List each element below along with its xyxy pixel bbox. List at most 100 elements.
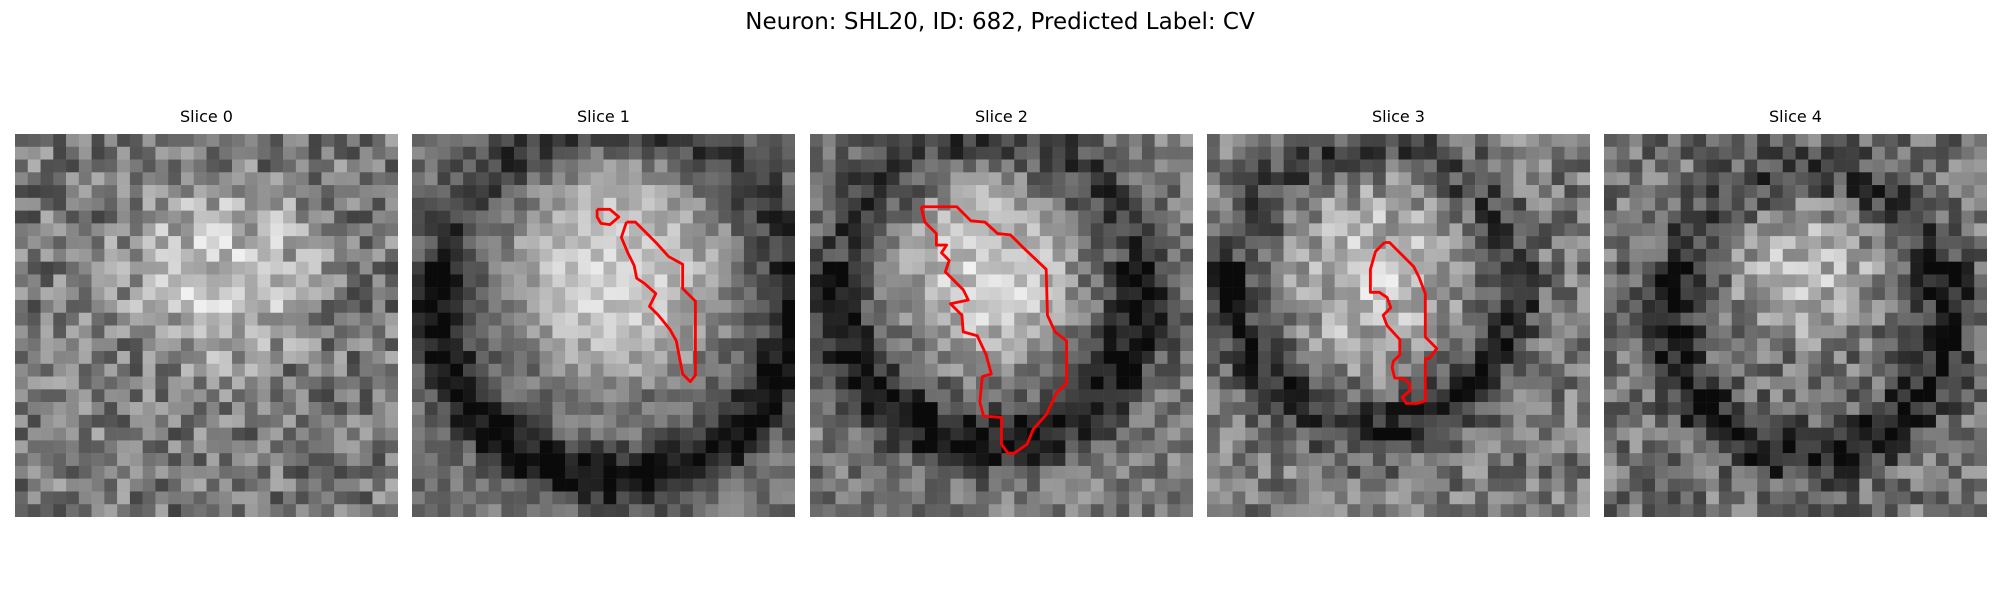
image-pixel	[1103, 465, 1117, 479]
image-pixel	[743, 274, 757, 288]
image-pixel	[1667, 402, 1681, 416]
image-pixel	[1245, 172, 1259, 186]
image-pixel	[450, 185, 464, 199]
image-pixel	[1961, 504, 1975, 517]
image-pixel	[590, 351, 604, 365]
image-pixel	[590, 197, 604, 211]
image-pixel	[206, 376, 220, 390]
image-pixel	[1923, 389, 1937, 403]
image-pixel	[488, 389, 502, 403]
image-pixel	[1027, 197, 1041, 211]
image-pixel	[1027, 504, 1041, 517]
image-pixel	[1065, 402, 1079, 416]
image-pixel	[950, 223, 964, 237]
image-pixel	[193, 376, 207, 390]
image-pixel	[1897, 159, 1911, 173]
image-pixel	[1411, 261, 1425, 275]
image-pixel	[692, 248, 706, 262]
image-pixel	[1014, 197, 1028, 211]
image-pixel	[1513, 504, 1527, 517]
image-pixel	[873, 223, 887, 237]
image-pixel	[270, 427, 284, 441]
image-pixel	[988, 402, 1002, 416]
image-pixel	[937, 287, 951, 301]
image-pixel	[950, 197, 964, 211]
image-pixel	[295, 453, 309, 467]
image-pixel	[718, 261, 732, 275]
image-pixel	[437, 197, 451, 211]
image-pixel	[1027, 363, 1041, 377]
image-pixel	[1001, 236, 1015, 250]
image-pixel	[1680, 325, 1694, 339]
image-pixel	[514, 414, 528, 428]
image-pixel	[412, 325, 426, 339]
image-pixel	[270, 376, 284, 390]
image-pixel	[1052, 351, 1066, 365]
image-pixel	[206, 325, 220, 339]
image-pixel	[526, 197, 540, 211]
image-pixel	[1141, 351, 1155, 365]
image-pixel	[1513, 236, 1527, 250]
image-pixel	[437, 376, 451, 390]
image-pixel	[475, 223, 489, 237]
image-pixel	[1910, 312, 1924, 326]
image-pixel	[1821, 312, 1835, 326]
image-pixel	[848, 478, 862, 492]
image-pixel	[1744, 197, 1758, 211]
image-pixel	[718, 414, 732, 428]
image-pixel	[1642, 159, 1656, 173]
image-pixel	[1961, 478, 1975, 492]
image-pixel	[475, 440, 489, 454]
image-pixel	[1616, 363, 1630, 377]
image-pixel	[346, 299, 360, 313]
image-pixel	[346, 427, 360, 441]
image-pixel	[1808, 197, 1822, 211]
image-pixel	[346, 236, 360, 250]
image-pixel	[1538, 504, 1552, 517]
image-pixel	[924, 185, 938, 199]
image-pixel	[1706, 248, 1720, 262]
image-pixel	[1655, 478, 1669, 492]
image-pixel	[15, 274, 29, 288]
image-pixel	[861, 465, 875, 479]
image-pixel	[899, 223, 913, 237]
image-pixel	[743, 414, 757, 428]
image-pixel	[168, 248, 182, 262]
image-pixel	[1884, 414, 1898, 428]
image-pixel	[782, 478, 795, 492]
image-pixel	[1321, 172, 1335, 186]
image-pixel	[1065, 185, 1079, 199]
image-pixel	[565, 287, 579, 301]
image-pixel	[1859, 261, 1873, 275]
image-pixel	[295, 223, 309, 237]
image-pixel	[53, 351, 67, 365]
image-pixel	[1090, 197, 1104, 211]
image-pixel	[1693, 248, 1707, 262]
image-pixel	[1232, 172, 1246, 186]
image-pixel	[1116, 261, 1130, 275]
image-pixel	[385, 325, 398, 339]
image-pixel	[1655, 299, 1669, 313]
image-pixel	[1424, 287, 1438, 301]
image-pixel	[731, 261, 745, 275]
image-pixel	[142, 210, 156, 224]
image-pixel	[1154, 465, 1168, 479]
image-pixel	[1706, 274, 1720, 288]
image-pixel	[1154, 261, 1168, 275]
image-pixel	[1014, 185, 1028, 199]
image-pixel	[206, 248, 220, 262]
image-pixel	[257, 389, 271, 403]
image-pixel	[822, 427, 836, 441]
image-pixel	[104, 389, 118, 403]
image-pixel	[1551, 172, 1565, 186]
image-pixel	[539, 172, 553, 186]
image-pixel	[463, 402, 477, 416]
image-pixel	[680, 491, 694, 505]
image-pixel	[950, 274, 964, 288]
image-pixel	[1347, 172, 1361, 186]
image-pixel	[424, 223, 438, 237]
image-pixel	[822, 414, 836, 428]
image-pixel	[193, 465, 207, 479]
image-pixel	[1897, 427, 1911, 441]
image-pixel	[1167, 351, 1181, 365]
